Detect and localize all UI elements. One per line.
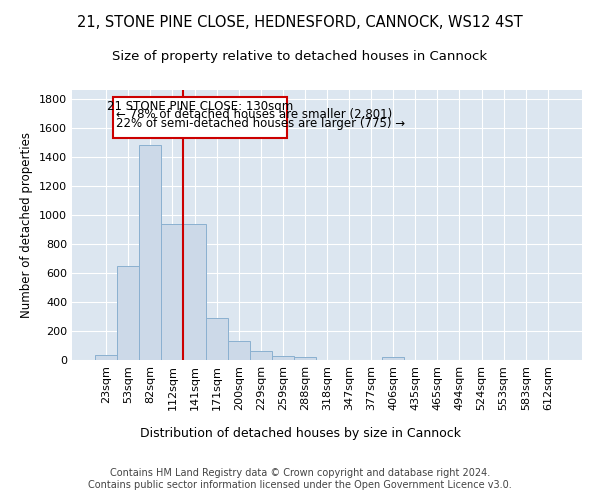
Bar <box>382 357 404 360</box>
Bar <box>139 145 161 360</box>
FancyBboxPatch shape <box>113 98 287 138</box>
Text: ← 78% of detached houses are smaller (2,801): ← 78% of detached houses are smaller (2,… <box>116 108 392 121</box>
Bar <box>227 341 250 360</box>
Bar <box>250 350 272 360</box>
Bar <box>206 318 227 360</box>
Y-axis label: Number of detached properties: Number of detached properties <box>20 132 34 318</box>
Text: Contains HM Land Registry data © Crown copyright and database right 2024.
Contai: Contains HM Land Registry data © Crown c… <box>88 468 512 490</box>
Text: 21 STONE PINE CLOSE: 130sqm: 21 STONE PINE CLOSE: 130sqm <box>107 100 293 113</box>
Bar <box>95 355 117 360</box>
Bar <box>294 357 316 360</box>
Text: 22% of semi-detached houses are larger (775) →: 22% of semi-detached houses are larger (… <box>116 117 405 130</box>
Text: Size of property relative to detached houses in Cannock: Size of property relative to detached ho… <box>112 50 488 63</box>
Text: Distribution of detached houses by size in Cannock: Distribution of detached houses by size … <box>139 428 461 440</box>
Bar <box>161 224 184 360</box>
Bar <box>184 224 206 360</box>
Bar <box>117 266 139 360</box>
Text: 21, STONE PINE CLOSE, HEDNESFORD, CANNOCK, WS12 4ST: 21, STONE PINE CLOSE, HEDNESFORD, CANNOC… <box>77 15 523 30</box>
Bar <box>272 356 294 360</box>
